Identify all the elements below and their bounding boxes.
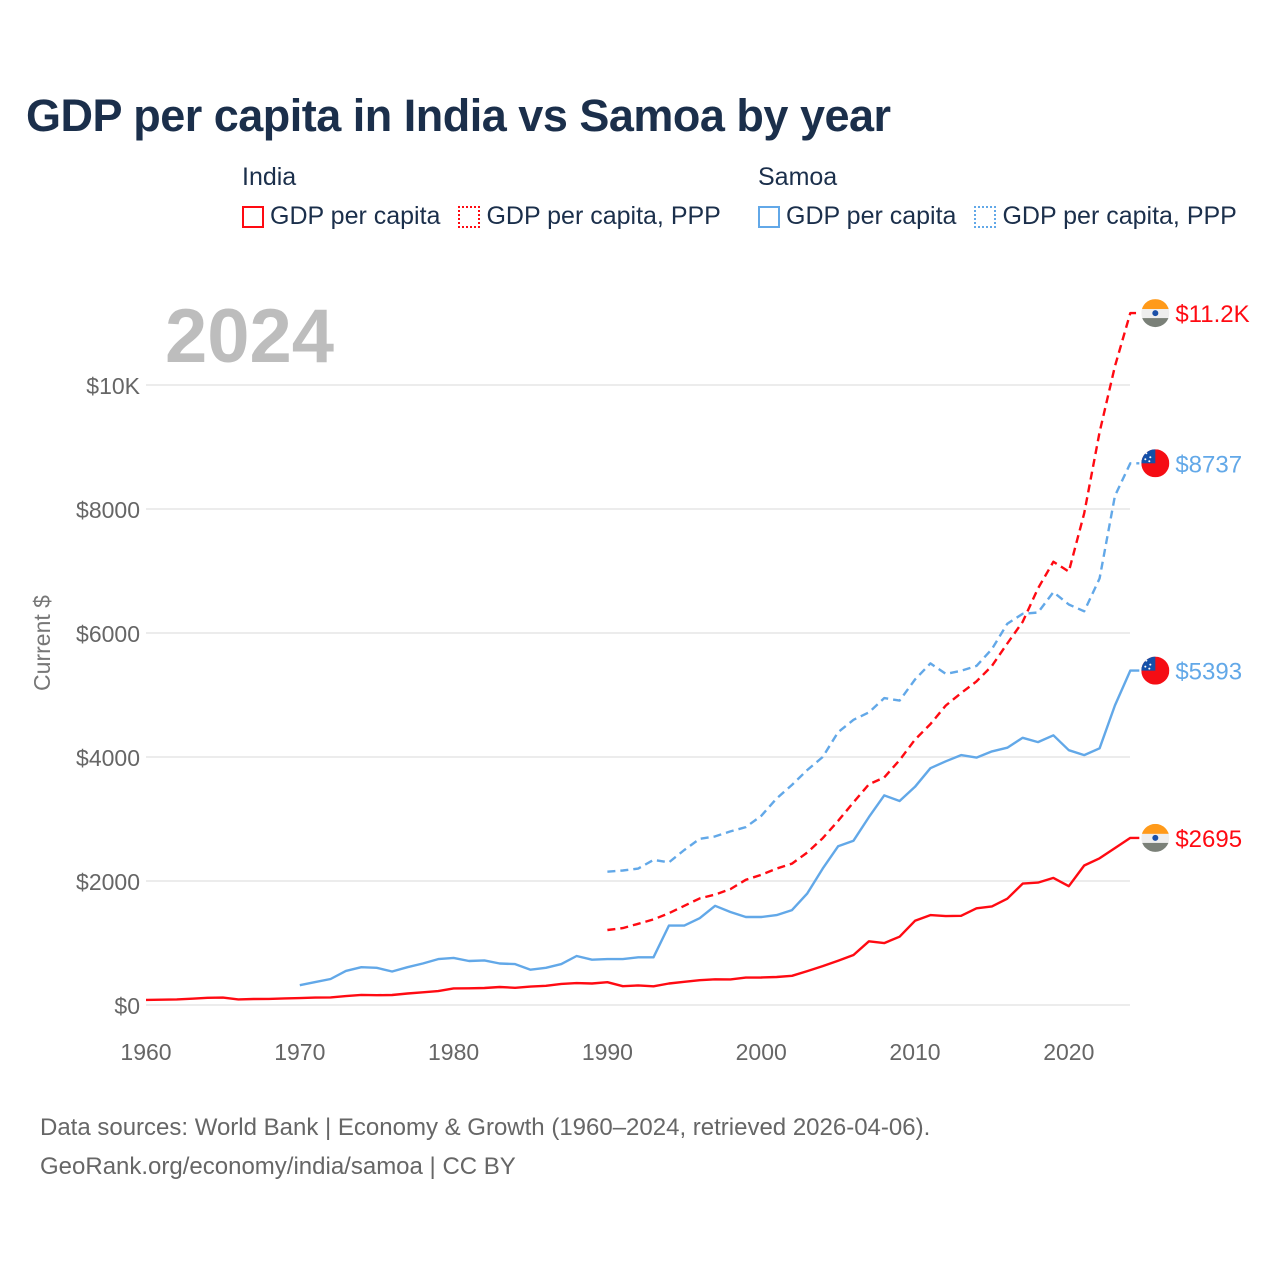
legend-label: GDP per capita, PPP	[1002, 202, 1237, 230]
chart-title: GDP per capita in India vs Samoa by year	[26, 90, 891, 141]
y-axis-label: Current $	[29, 595, 55, 691]
samoa-flag-icon	[1141, 656, 1170, 685]
series-line-india-ppp	[607, 311, 1140, 932]
x-tick-label: 2010	[889, 1039, 940, 1065]
legend-country-samoa: Samoa	[758, 163, 838, 191]
y-tick-label: $2000	[76, 869, 140, 895]
legend-item-samoa-ppp[interactable]: GDP per capita, PPP	[974, 202, 1237, 231]
y-tick-label: $4000	[76, 745, 140, 771]
legend-swatch-solid	[242, 205, 264, 228]
legend-samoa: Samoa GDP per capita GDP per capita, PPP	[758, 163, 1237, 231]
y-tick-label: $10K	[86, 373, 140, 399]
y-tick-label: $6000	[76, 621, 140, 647]
legend-swatch-dotted	[458, 205, 481, 228]
x-tick-label: 1970	[274, 1039, 325, 1065]
samoa-flag-icon	[1141, 449, 1170, 478]
legend-item-india-gdp[interactable]: GDP per capita	[242, 202, 440, 231]
x-tick-label: 2020	[1043, 1039, 1094, 1065]
legend-country-india: India	[242, 163, 297, 191]
legend-swatch-dotted	[974, 205, 997, 228]
india-flag-icon	[1141, 299, 1170, 328]
india-flag-icon	[1141, 823, 1170, 852]
current-year-label: 2024	[165, 294, 334, 379]
end-value-label: $5393	[1175, 659, 1242, 686]
end-value-label: $8737	[1175, 451, 1242, 478]
footer-sources: Data sources: World Bank | Economy & Gro…	[40, 1114, 931, 1141]
y-tick-label: $8000	[76, 497, 140, 523]
legend-label: GDP per capita, PPP	[486, 202, 721, 230]
x-tick-label: 1960	[120, 1039, 171, 1065]
x-tick-label: 2000	[736, 1039, 787, 1065]
legend-swatch-solid	[758, 205, 780, 228]
x-tick-label: 1990	[582, 1039, 633, 1065]
end-value-label: $2695	[1175, 826, 1242, 853]
x-tick-label: 1980	[428, 1039, 479, 1065]
footer: Data sources: World Bank | Economy & Gro…	[40, 1108, 930, 1186]
series-line-samoa-ppp	[607, 462, 1140, 873]
end-value-label: $11.2K	[1175, 301, 1249, 328]
legend-india: India GDP per capita GDP per capita, PPP	[242, 163, 721, 231]
legend-item-samoa-gdp[interactable]: GDP per capita	[758, 202, 956, 231]
series-line-samoa-gdp	[299, 669, 1140, 987]
legend-label: GDP per capita	[786, 202, 957, 230]
series-line-india-gdp	[145, 836, 1140, 1002]
legend-item-india-ppp[interactable]: GDP per capita, PPP	[458, 202, 721, 231]
y-tick-label: $0	[114, 993, 140, 1019]
legend-label: GDP per capita	[270, 202, 441, 230]
footer-link[interactable]: GeoRank.org/economy/india/samoa | CC BY	[40, 1153, 516, 1180]
